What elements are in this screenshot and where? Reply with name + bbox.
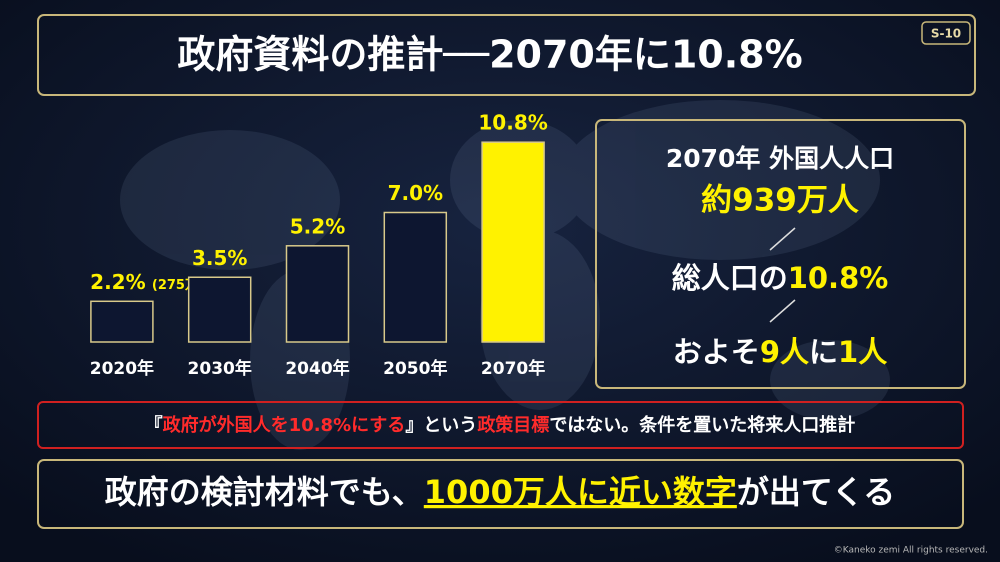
summary-box: [595, 119, 966, 389]
bar: [383, 211, 448, 343]
conclusion-box: [37, 459, 964, 529]
value-label: 7.0%: [388, 181, 443, 205]
bar: [187, 276, 252, 343]
summary-share-part: 10.8%: [788, 261, 889, 295]
conclusion-part: 政府の検討材料でも、: [105, 473, 424, 511]
x-tick-label: 2040年: [285, 358, 349, 379]
conclusion: 政府の検討材料でも、1000万人に近い数字が出てくる: [105, 473, 896, 511]
copyright: ©Kaneko zemi All rights reserved.: [834, 546, 988, 556]
x-tick-label: 2070年: [481, 358, 545, 379]
summary-share-part: 総人口の: [672, 261, 788, 295]
note-part: 』という: [405, 415, 477, 436]
summary-ratio-part: およそ: [673, 335, 760, 369]
summary-ratio: およそ9人に1人: [673, 335, 887, 369]
slide-id: S-10: [931, 27, 961, 41]
divider: [769, 299, 796, 323]
note: 『政府が外国人を10.8%にする』という政策目標ではない。条件を置いた将来人口推…: [145, 414, 856, 436]
note-part: 政策目標: [477, 414, 549, 436]
note-part: 『: [145, 414, 163, 436]
note-part: 政府が外国人を10.8%にする: [163, 414, 406, 436]
divider: [769, 227, 796, 251]
slide-badge: [921, 21, 971, 45]
note-box: [37, 401, 964, 449]
x-tick-label: 2030年: [188, 358, 252, 379]
bar: [90, 300, 154, 343]
summary-heading: 2070年 外国人人口: [666, 144, 894, 173]
value-label: 5.2%: [290, 214, 345, 238]
value-label: 3.5%: [192, 246, 247, 270]
title: 政府資料の推計──2070年に10.8%: [177, 33, 802, 77]
note-part: ではない。条件を置いた将来人口推計: [549, 414, 855, 436]
title-box: [37, 14, 976, 96]
conclusion-part: 1000万人に近い数字: [424, 473, 737, 511]
summary-ratio-part: に: [809, 335, 838, 369]
summary-ratio-part: 1人: [838, 335, 887, 369]
summary-share: 総人口の10.8%: [672, 261, 889, 295]
value-label: 10.8%: [478, 111, 547, 135]
value-label: 2.2%: [90, 270, 145, 294]
conclusion-part: が出てくる: [737, 473, 895, 511]
summary-ratio-part: 9人: [760, 335, 809, 369]
bar: [285, 245, 350, 343]
x-tick-label: 2020年: [90, 358, 154, 379]
x-tick-label: 2050年: [383, 358, 447, 379]
bar: [481, 141, 545, 343]
summary-count: 約939万人: [701, 183, 859, 219]
